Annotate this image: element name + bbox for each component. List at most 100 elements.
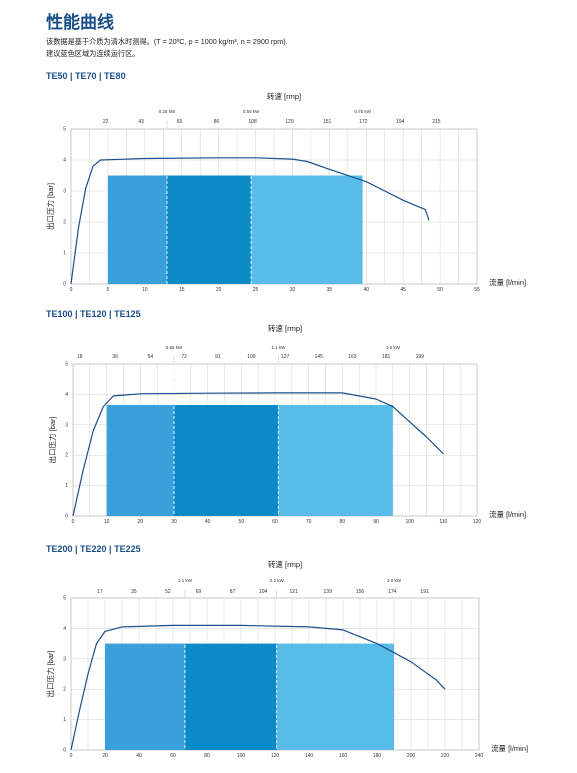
rpm-tick-label: 69 <box>196 589 202 595</box>
operating-zone <box>278 405 393 516</box>
y-tick-label: 2 <box>65 453 68 459</box>
x-axis-title: 流量 [l/min] <box>489 509 526 519</box>
x-tick-label: 10 <box>142 287 148 293</box>
y-tick-label: 5 <box>63 596 66 602</box>
rpm-tick-label: 156 <box>356 589 365 595</box>
rpm-tick-label: 18 <box>77 354 83 360</box>
x-tick-label: 50 <box>437 287 443 293</box>
x-tick-label: 0 <box>72 519 75 525</box>
rpm-axis-title: 转速 [rmp] <box>268 559 302 569</box>
operating-zone <box>251 175 363 284</box>
x-tick-label: 40 <box>363 287 369 293</box>
x-tick-label: 0 <box>70 753 73 759</box>
operating-zone <box>174 405 279 516</box>
performance-curve <box>72 392 444 517</box>
y-tick-label: 4 <box>63 626 66 632</box>
operating-zone <box>107 175 167 284</box>
x-tick-label: 120 <box>271 753 280 759</box>
operating-zone <box>106 405 174 516</box>
rpm-tick-label: 194 <box>396 119 405 125</box>
description-line-2: 建议蓝色区域为连续运行区。 <box>46 49 140 58</box>
x-tick-label: 160 <box>339 753 348 759</box>
x-tick-label: 40 <box>205 519 211 525</box>
power-label: 2.2 kW <box>270 578 285 583</box>
power-label: 1.1 kW <box>271 345 286 350</box>
x-tick-label: 45 <box>400 287 406 293</box>
x-tick-label: 10 <box>104 519 110 525</box>
rpm-tick-label: 87 <box>230 589 236 595</box>
power-label: 0.55 kW <box>166 345 183 350</box>
rpm-tick-label: 129 <box>285 119 294 125</box>
y-tick-label: 2 <box>63 687 66 693</box>
rpm-tick-label: 109 <box>247 354 256 360</box>
x-tick-label: 80 <box>204 753 210 759</box>
rpm-tick-label: 86 <box>214 119 220 125</box>
x-tick-label: 80 <box>340 519 346 525</box>
chart-2-title: TE100 | TE120 | TE125 <box>46 309 141 319</box>
rpm-axis-title: 转速 [rmp] <box>267 91 301 101</box>
x-tick-label: 140 <box>305 753 314 759</box>
performance-chart-3: 0 20 40 60 80 100 120 140 160 180 200 220 240 0 1 2 3 4 5 1… <box>45 559 528 759</box>
chart-3-title: TE200 | TE220 | TE225 <box>46 544 141 554</box>
x-tick-label: 240 <box>475 753 484 759</box>
y-axis-title: 出口压力 [bar] <box>45 183 55 230</box>
operating-zone <box>105 643 185 750</box>
rpm-tick-label: 151 <box>323 119 332 125</box>
y-tick-label: 3 <box>65 422 68 428</box>
rpm-tick-label: 145 <box>315 354 324 360</box>
x-tick-label: 60 <box>272 519 278 525</box>
x-tick-label: 0 <box>70 287 73 293</box>
y-tick-label: 0 <box>63 748 66 754</box>
y-tick-label: 3 <box>63 189 66 195</box>
rpm-tick-label: 54 <box>148 354 154 360</box>
operating-zone <box>276 643 394 750</box>
rpm-tick-label: 172 <box>359 119 368 125</box>
y-axis-title: 出口压力 [bar] <box>45 650 55 697</box>
y-tick-label: 2 <box>63 220 66 226</box>
x-axis-title: 流量 [l/min] <box>489 277 526 287</box>
operating-zone <box>166 175 252 284</box>
y-tick-label: 3 <box>63 656 66 662</box>
x-tick-label: 70 <box>306 519 312 525</box>
power-label: 0.25 kW <box>159 109 176 114</box>
x-tick-label: 25 <box>253 287 259 293</box>
y-tick-label: 4 <box>63 158 66 164</box>
x-tick-label: 200 <box>407 753 416 759</box>
y-tick-label: 5 <box>63 127 66 133</box>
x-tick-label: 20 <box>216 287 222 293</box>
x-tick-label: 5 <box>107 287 110 293</box>
page-title: 性能曲线 <box>46 13 114 32</box>
rpm-tick-label: 163 <box>348 354 357 360</box>
y-tick-label: 0 <box>63 282 66 288</box>
x-tick-label: 110 <box>439 519 447 525</box>
power-label: 0.55 kW <box>243 109 260 114</box>
power-label: 0.75 kW <box>354 109 371 114</box>
rpm-tick-label: 104 <box>259 589 268 595</box>
rpm-tick-label: 52 <box>165 589 171 595</box>
rpm-tick-label: 191 <box>420 589 429 595</box>
y-axis-title: 出口压力 [bar] <box>47 416 57 463</box>
performance-curve <box>70 624 446 751</box>
description-line-1: 该数据是基于介质为清水时测得。(T = 20ºC, ρ = 1000 kg/m³… <box>46 37 288 46</box>
x-tick-label: 50 <box>239 519 245 525</box>
x-axis-title: 流量 [l/min] <box>491 743 528 753</box>
y-tick-label: 5 <box>65 362 68 368</box>
rpm-tick-label: 36 <box>112 354 118 360</box>
x-tick-label: 120 <box>473 519 482 525</box>
x-tick-label: 30 <box>171 519 177 525</box>
rpm-tick-label: 72 <box>181 354 187 360</box>
x-tick-label: 220 <box>441 753 450 759</box>
x-tick-label: 35 <box>327 287 333 293</box>
x-tick-label: 20 <box>138 519 144 525</box>
x-tick-label: 55 <box>474 287 480 293</box>
rpm-tick-label: 65 <box>177 119 183 125</box>
rpm-tick-label: 215 <box>432 119 441 125</box>
rpm-axis-title: 转速 [rmp] <box>268 323 302 333</box>
chart-1-title: TE50 | TE70 | TE80 <box>46 71 126 81</box>
y-tick-label: 1 <box>65 483 68 489</box>
x-tick-label: 100 <box>237 753 246 759</box>
x-tick-label: 60 <box>170 753 176 759</box>
y-tick-label: 4 <box>65 392 68 398</box>
x-tick-label: 40 <box>136 753 142 759</box>
y-tick-label: 1 <box>63 717 66 723</box>
